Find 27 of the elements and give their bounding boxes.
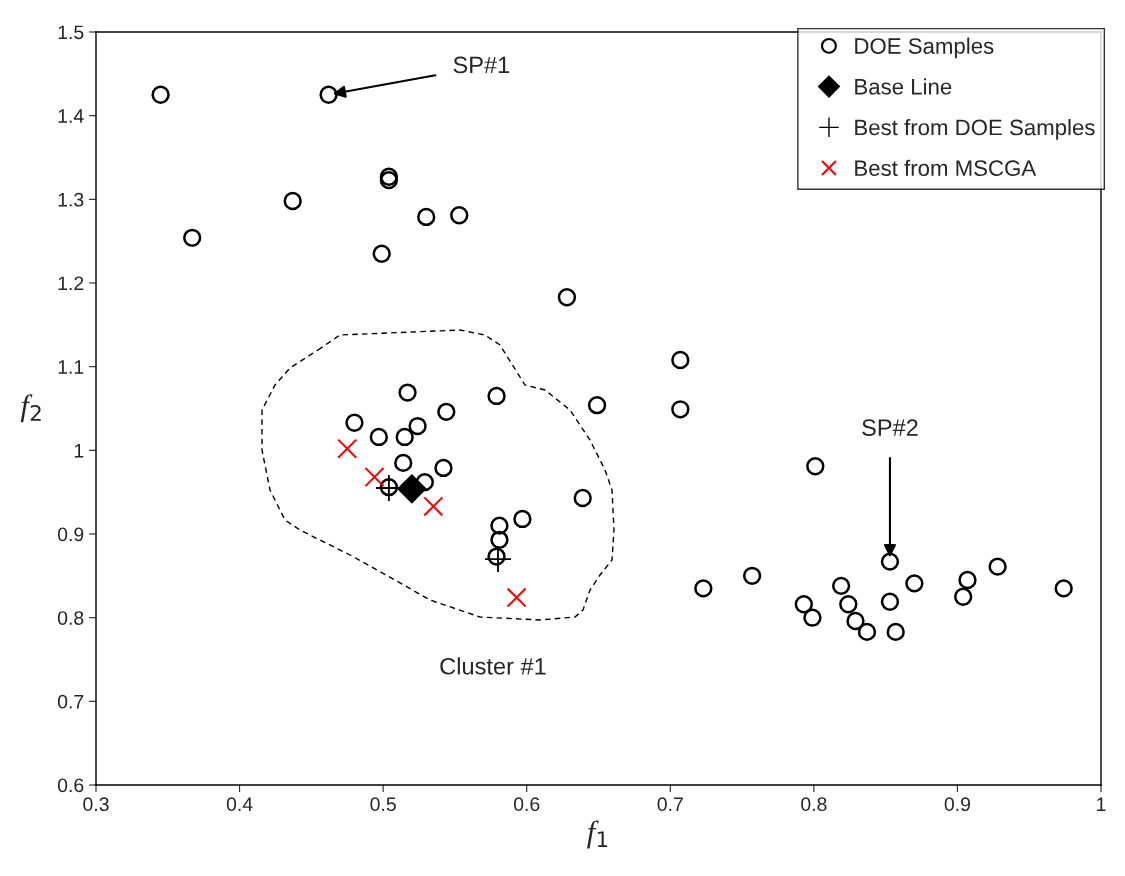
- y-axis-title: f$_{2}$: [20, 394, 41, 423]
- annotation: Cluster #1: [440, 657, 546, 675]
- y-tick-label: 1.3: [58, 192, 84, 207]
- legend-label: DOE Samples: [855, 37, 994, 59]
- x-tick-label: 0.7: [657, 797, 683, 812]
- y-tick-label: 0.9: [57, 527, 84, 542]
- x-tick-label: 0.4: [226, 797, 253, 812]
- legend-label: Base Line: [855, 78, 952, 95]
- x-axis-title: f$_{1}$: [587, 820, 608, 849]
- x-tick-label: 1: [1097, 797, 1106, 811]
- y-tick-label: 1.2: [58, 276, 84, 291]
- y-tick-label: 1.1: [58, 360, 84, 374]
- x-tick-label: 0.8: [801, 797, 827, 812]
- annotation: SP#2: [862, 419, 918, 436]
- y-tick-label: 0.8: [57, 611, 84, 625]
- y-tick-label: 0.6: [57, 778, 84, 793]
- annotation: SP#1: [453, 56, 510, 74]
- y-tick-label: 1.5: [58, 25, 84, 40]
- legend-label: Best from MSCGA: [855, 159, 1037, 177]
- x-tick-label: 0.9: [944, 797, 971, 812]
- x-tick-label: 0.5: [370, 797, 396, 812]
- y-tick-label: 1: [74, 444, 84, 458]
- y-tick-label: 1.4: [58, 109, 84, 123]
- x-tick-label: 0.3: [83, 797, 109, 812]
- y-tick-label: 0.7: [57, 694, 84, 709]
- legend-label: Best from DOE Samples: [855, 118, 1095, 140]
- x-tick-label: 0.6: [513, 797, 540, 812]
